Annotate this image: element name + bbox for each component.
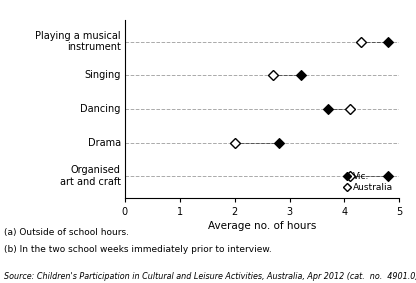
Text: (a) Outside of school hours.: (a) Outside of school hours. bbox=[4, 228, 129, 237]
Text: (b) In the two school weeks immediately prior to interview.: (b) In the two school weeks immediately … bbox=[4, 245, 272, 254]
Text: Source: Children's Participation in Cultural and Leisure Activities, Australia, : Source: Children's Participation in Cult… bbox=[4, 272, 416, 281]
X-axis label: Average no. of hours: Average no. of hours bbox=[208, 221, 316, 231]
Legend: Vic., Australia: Vic., Australia bbox=[342, 170, 395, 194]
